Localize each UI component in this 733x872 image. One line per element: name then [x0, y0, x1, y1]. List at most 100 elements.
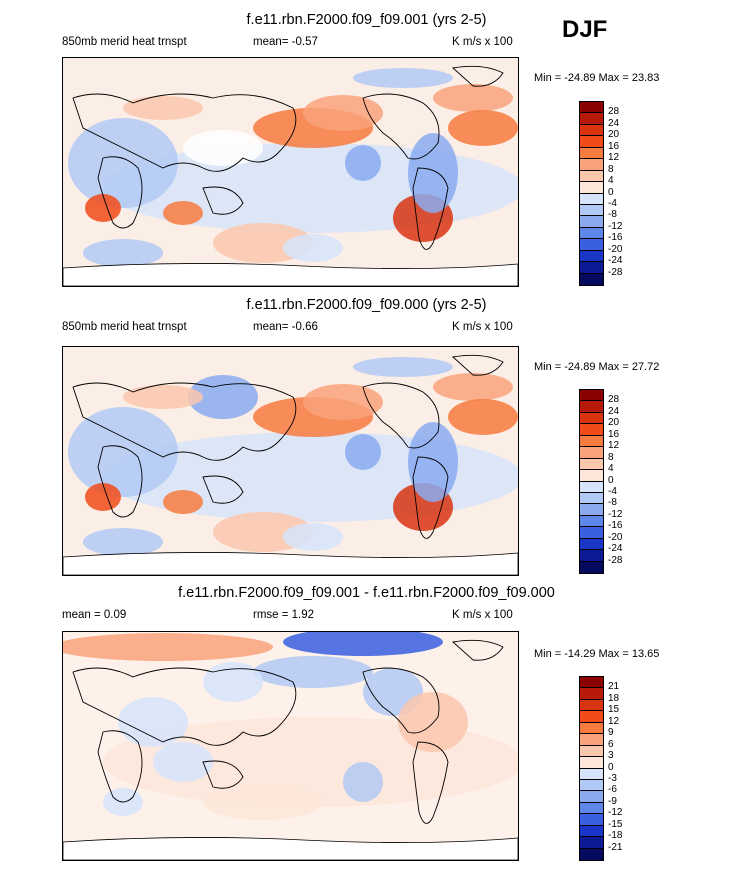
colorbar-cell [580, 194, 603, 205]
colorbar-cell [580, 562, 603, 573]
colorbar [579, 389, 604, 574]
colorbar-cell [580, 239, 603, 250]
colorbar-tick-label: 4 [608, 463, 614, 474]
colorbar-tick-label: -18 [608, 830, 622, 841]
colorbar-cell [580, 447, 603, 458]
field-contour [283, 234, 343, 262]
panel-left-label: mean = 0.09 [62, 609, 126, 621]
colorbar-cell [580, 459, 603, 470]
colorbar-tick-label: -28 [608, 555, 622, 566]
field-contour [433, 84, 513, 112]
colorbar-cell [580, 539, 603, 550]
colorbar-tick-label: -4 [608, 198, 617, 209]
colorbar-tick-label: 0 [608, 762, 614, 773]
panel-units: K m/s x 100 [452, 36, 513, 48]
field-contour [253, 656, 373, 688]
map-panel [62, 346, 519, 576]
colorbar-tick-label: -8 [608, 497, 617, 508]
field-contour [345, 145, 381, 181]
colorbar-cell [580, 171, 603, 182]
colorbar-cell [580, 102, 603, 113]
colorbar-tick-label: -16 [608, 232, 622, 243]
field-contour [83, 239, 163, 267]
colorbar-tick-label: 24 [608, 118, 619, 129]
colorbar-tick-label: 12 [608, 152, 619, 163]
colorbar-tick-label: 21 [608, 681, 619, 692]
field-contour [83, 528, 163, 556]
colorbar-tick-label: -21 [608, 842, 622, 853]
colorbar-cell [580, 136, 603, 147]
colorbar-cell [580, 837, 603, 848]
colorbar-tick-label: 18 [608, 693, 619, 704]
colorbar-tick-label: -3 [608, 773, 617, 784]
field-contour [63, 633, 273, 661]
colorbar-cell [580, 470, 603, 481]
field-contour [343, 762, 383, 802]
panel-units: K m/s x 100 [452, 609, 513, 621]
colorbar-cell [580, 826, 603, 837]
map-field-svg [63, 58, 518, 286]
colorbar-tick-label: -6 [608, 784, 617, 795]
colorbar-tick-label: 24 [608, 406, 619, 417]
field-contour [353, 68, 453, 88]
colorbar-cell [580, 251, 603, 262]
colorbar-tick-label: 8 [608, 164, 614, 175]
panel-title: f.e11.rbn.F2000.f09_f09.000 (yrs 2-5) [0, 297, 733, 313]
colorbar-tick-label: -9 [608, 796, 617, 807]
colorbar-tick-label: 12 [608, 440, 619, 451]
colorbar-cell [580, 125, 603, 136]
colorbar-cell [580, 677, 603, 688]
field-contour [85, 483, 121, 511]
colorbar-cell [580, 182, 603, 193]
panel-left-label: 850mb merid heat trnspt [62, 321, 187, 333]
colorbar [579, 676, 604, 861]
colorbar-cell [580, 228, 603, 239]
map-field-svg [63, 632, 518, 860]
colorbar-tick-label: 16 [608, 141, 619, 152]
colorbar-tick-label: -20 [608, 244, 622, 255]
colorbar-cell [580, 711, 603, 722]
panel-minmax: Min = -24.89 Max = 23.83 [534, 72, 659, 84]
colorbar-tick-label: -12 [608, 807, 622, 818]
colorbar-tick-label: -8 [608, 209, 617, 220]
colorbar-tick-label: 3 [608, 750, 614, 761]
field-contour [448, 399, 518, 435]
colorbar-tick-label: 0 [608, 187, 614, 198]
colorbar-cell [580, 413, 603, 424]
colorbar-tick-label: -16 [608, 520, 622, 531]
field-contour [398, 692, 468, 752]
field-contour [433, 373, 513, 401]
colorbar-cell [580, 803, 603, 814]
colorbar-tick-label: -12 [608, 509, 622, 520]
colorbar-tick-label: -24 [608, 543, 622, 554]
colorbar-cell [580, 424, 603, 435]
map-panel [62, 631, 519, 861]
field-contour [68, 118, 178, 208]
colorbar-cell [580, 780, 603, 791]
colorbar-cell [580, 159, 603, 170]
colorbar-cell [580, 113, 603, 124]
colorbar-tick-label: 20 [608, 129, 619, 140]
colorbar-tick-label: 0 [608, 475, 614, 486]
colorbar-cell [580, 401, 603, 412]
colorbar-tick-label: 15 [608, 704, 619, 715]
colorbar-cell [580, 504, 603, 515]
colorbar-cell [580, 482, 603, 493]
map-field-svg [63, 347, 518, 575]
field-contour [123, 96, 203, 120]
panel-minmax: Min = -14.29 Max = 13.65 [534, 648, 659, 660]
colorbar-tick-label: -20 [608, 532, 622, 543]
colorbar-tick-label: 9 [608, 727, 614, 738]
colorbar-cell [580, 746, 603, 757]
colorbar-cell [580, 390, 603, 401]
colorbar-tick-label: -15 [608, 819, 622, 830]
field-contour [118, 697, 188, 747]
colorbar-cell [580, 791, 603, 802]
colorbar-cell [580, 262, 603, 273]
colorbar-tick-label: 20 [608, 417, 619, 428]
panel-left-label: 850mb merid heat trnspt [62, 36, 187, 48]
panel-stat-label: mean= -0.57 [253, 36, 318, 48]
colorbar-cell [580, 516, 603, 527]
colorbar-cell [580, 527, 603, 538]
map-panel [62, 57, 519, 287]
